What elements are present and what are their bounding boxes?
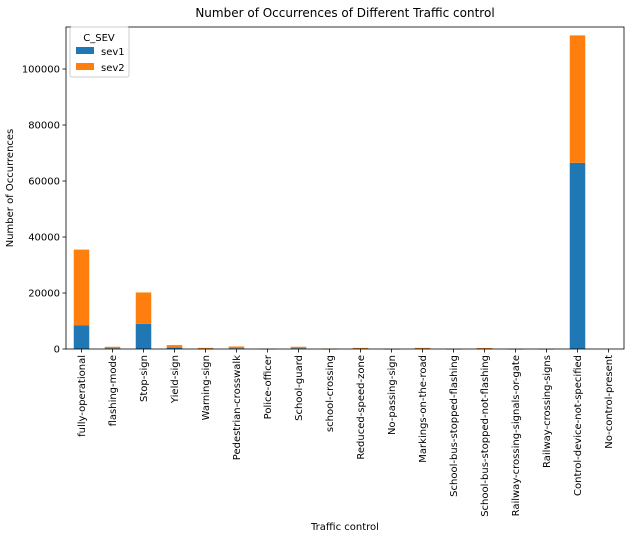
- y-tick-label-0: 0: [54, 345, 60, 356]
- bar-sev2-0: [73, 249, 90, 326]
- legend: C_SEV sev1 sev2: [69, 26, 130, 78]
- bar-sev2-2: [135, 292, 152, 324]
- bar-sev1-0: [73, 325, 90, 349]
- x-tick-label-16: Control-device-not-specified: [573, 355, 584, 496]
- x-tick-label-11: Markings-on-the-road: [418, 355, 429, 463]
- x-ticks-group: fully-operational flashing-mode Stop-sign Y…: [77, 349, 615, 517]
- x-tick-label-7: School-guard: [294, 355, 305, 421]
- x-tick-label-6: Police-officer: [263, 354, 274, 419]
- x-tick-label-14: Railway-crossing-signals-or-gate: [511, 355, 522, 516]
- x-tick-label-13: School-bus-stopped-not-flashing: [480, 355, 491, 517]
- y-tick-label-1: 20000: [28, 289, 60, 300]
- x-tick-label-5: Pedestrian-crosswalk: [232, 355, 243, 460]
- x-tick-label-12: School-bus-stopped-flashing: [449, 355, 460, 497]
- legend-label-sev1: sev1: [101, 47, 125, 58]
- bar-sev2-5: [228, 346, 245, 349]
- legend-swatch-sev2: [76, 63, 94, 70]
- bar-sev1-2: [135, 323, 152, 349]
- x-tick-label-8: school-crossing: [325, 355, 336, 432]
- x-tick-label-15: Railway-crossing-signs: [542, 355, 553, 468]
- legend-title: C_SEV: [83, 33, 115, 44]
- bar-sev2-1: [104, 346, 121, 349]
- x-tick-label-1: flashing-mode: [108, 355, 119, 426]
- y-tick-label-3: 60000: [28, 177, 60, 188]
- y-tick-label-5: 100000: [22, 65, 60, 76]
- bar-sev2-3: [166, 345, 183, 348]
- legend-swatch-sev1: [76, 47, 94, 54]
- bar-sev2-7: [290, 346, 307, 349]
- bar-sev1-7: [290, 348, 307, 349]
- plot-frame: [65, 26, 625, 350]
- bars-group: [73, 35, 586, 350]
- x-tick-label-10: No-passing-sign: [387, 355, 398, 435]
- bar-sev2-11: [414, 347, 431, 349]
- bar-sev1-16: [569, 162, 586, 349]
- chart-title: Number of Occurrences of Different Traff…: [195, 6, 494, 20]
- legend-label-sev2: sev2: [101, 63, 125, 74]
- bar-sev2-13: [476, 348, 493, 349]
- x-tick-label-0: fully-operational: [77, 355, 88, 437]
- bar-sev1-1: [104, 348, 121, 349]
- x-tick-label-4: Warning-sign: [201, 355, 212, 420]
- y-tick-label-4: 80000: [28, 121, 60, 132]
- y-ticks-group: 0 20000 40000 60000 80000 100000: [22, 65, 66, 356]
- x-tick-label-3: Yield-sign: [170, 355, 181, 404]
- x-tick-label-17: No-control-present: [604, 355, 615, 449]
- axes-group: [65, 26, 625, 350]
- x-tick-label-9: Reduced-speed-zone: [356, 355, 367, 460]
- y-axis-title: Number of Occurrences: [5, 129, 16, 248]
- y-tick-label-2: 40000: [28, 233, 60, 244]
- bar-sev2-4: [197, 347, 214, 349]
- bar-sev1-3: [166, 347, 183, 349]
- bar-sev2-16: [569, 35, 586, 163]
- x-axis-title: Traffic control: [310, 522, 379, 533]
- x-tick-label-2: Stop-sign: [139, 355, 150, 402]
- bar-sev2-9: [352, 347, 369, 349]
- bar-sev1-5: [228, 348, 245, 349]
